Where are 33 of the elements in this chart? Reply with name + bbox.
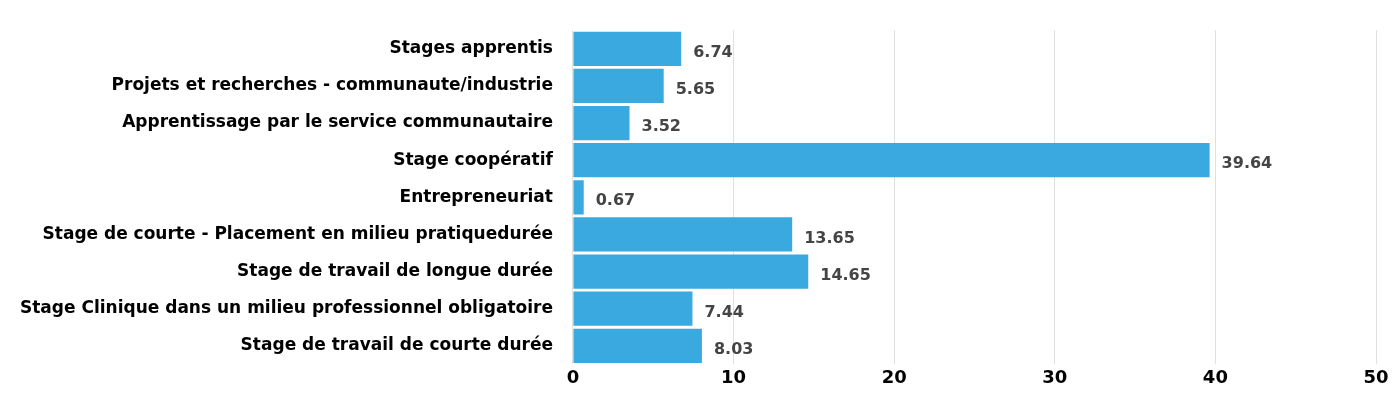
bar xyxy=(573,254,809,289)
data-label: 6.74 xyxy=(693,41,733,61)
bar xyxy=(573,328,702,363)
y-tick-label: Stage Clinique dans un milieu professionnel obligatoire xyxy=(19,297,553,318)
bar xyxy=(573,105,630,141)
x-tick-label: 20 xyxy=(881,365,907,387)
bar xyxy=(573,217,793,252)
x-tick-label: 10 xyxy=(721,365,747,387)
x-tick-label: 40 xyxy=(1202,365,1228,387)
y-tick-label: Stage coopératif xyxy=(393,148,554,169)
y-tick-label: Stage de courte - Placement en milieu pratiquedurée xyxy=(42,222,553,243)
data-label: 14.65 xyxy=(820,264,871,284)
x-tick-label: 30 xyxy=(1042,365,1068,387)
bar xyxy=(573,291,693,326)
data-label: 39.64 xyxy=(1221,153,1273,173)
bar xyxy=(573,31,682,66)
y-tick-label: Apprentissage par le service communautaire xyxy=(122,111,553,132)
y-tick-label: Stage de travail de longue durée xyxy=(237,259,553,280)
x-tick-label: 50 xyxy=(1363,365,1389,387)
data-label: 0.67 xyxy=(595,190,636,210)
y-tick-label: Entrepreneuriat xyxy=(399,185,553,206)
data-label: 3.52 xyxy=(641,116,681,136)
bar xyxy=(573,180,584,215)
y-tick-label: Stage de travail de courte durée xyxy=(240,334,553,355)
data-label: 13.65 xyxy=(804,227,855,247)
bar xyxy=(573,68,664,104)
data-label: 5.65 xyxy=(675,79,716,99)
bar xyxy=(573,143,1210,178)
y-tick-label: Projets et recherches - communaute/industrie xyxy=(111,74,553,95)
y-tick-label: Stages apprentis xyxy=(389,37,553,58)
data-label: 8.03 xyxy=(713,338,754,358)
data-label: 7.44 xyxy=(704,301,744,321)
x-tick-label: 0 xyxy=(566,365,580,387)
